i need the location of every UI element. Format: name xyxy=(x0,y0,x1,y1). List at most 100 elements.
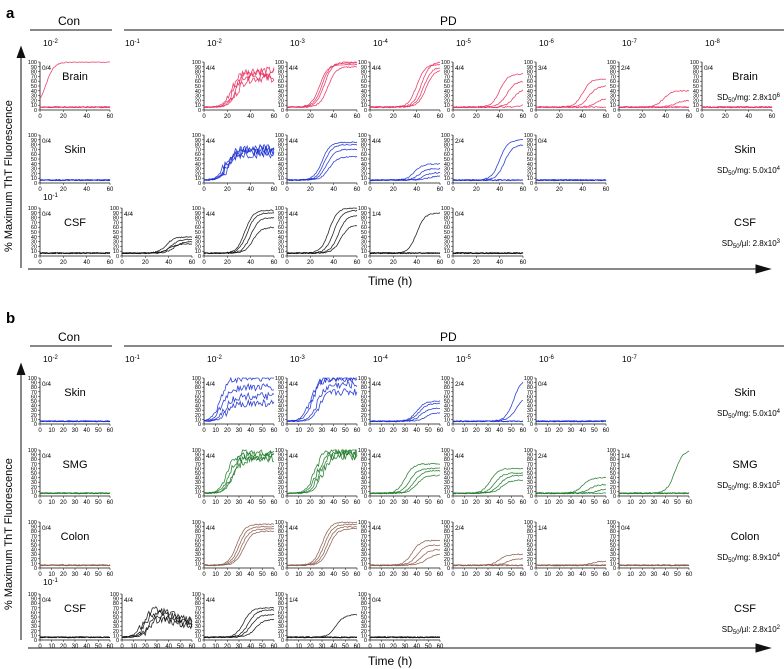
x-tick-label: 40 xyxy=(83,114,90,120)
x-tick-label: 0 xyxy=(202,644,206,650)
panel-b-y-arrow xyxy=(16,362,26,640)
x-tick-label: 20 xyxy=(390,500,397,506)
y-tick-label: 20 xyxy=(444,413,450,419)
series-line-replicate-1 xyxy=(369,400,441,423)
panel-b-time-label: Time (h) xyxy=(368,654,412,668)
y-tick-label: 80 xyxy=(195,529,201,535)
series-line-replicate-1 xyxy=(286,613,358,639)
series-line-replicate-4 xyxy=(618,492,690,495)
y-tick-label: 90 xyxy=(31,453,37,459)
x-tick-label: 0 xyxy=(451,260,455,266)
y-tick-label: 10 xyxy=(31,561,37,567)
y-tick-label: 20 xyxy=(113,244,119,250)
y-tick-label: 80 xyxy=(278,529,284,535)
x-tick-label: 40 xyxy=(413,644,420,650)
y-tick-label: 30 xyxy=(610,480,616,486)
y-tick-label: 60 xyxy=(361,610,367,616)
x-tick-label: 10 xyxy=(295,572,302,578)
y-tick-label: 60 xyxy=(31,610,37,616)
x-tick-label: 30 xyxy=(236,500,243,506)
tissue-label-right: Skin xyxy=(734,387,755,399)
sd50-value: /mg: 5.0x10 xyxy=(735,409,777,418)
y-tick-label: 90 xyxy=(113,597,119,603)
y-tick-label: 40 xyxy=(610,548,616,554)
y-tick-label: 20 xyxy=(278,485,284,491)
y-tick-label: 20 xyxy=(195,171,201,177)
y-tick-label: 30 xyxy=(113,240,119,246)
x-tick-label: 10 xyxy=(461,572,468,578)
y-tick-label: 90 xyxy=(31,525,37,531)
y-tick-label: 50 xyxy=(31,230,37,236)
x-tick-label: 50 xyxy=(95,644,102,650)
y-tick-label: 100 xyxy=(110,206,119,212)
y-tick-label: 40 xyxy=(527,476,533,482)
x-tick-label: 0 xyxy=(38,260,42,266)
x-tick-label: 10 xyxy=(48,500,55,506)
series-line-replicate-1 xyxy=(452,73,524,109)
x-tick-label: 50 xyxy=(342,428,349,434)
series-line-replicate-3 xyxy=(369,636,441,639)
x-tick-label: 10 xyxy=(378,428,385,434)
y-tick-label: 0 xyxy=(281,422,284,428)
dilution-label-panel_a-2: 10-2 xyxy=(207,38,222,48)
positive-fraction-label: 2/4 xyxy=(455,138,464,145)
y-tick-label: 30 xyxy=(361,408,367,414)
y-tick-label: 100 xyxy=(110,592,119,598)
series-line-replicate-3 xyxy=(121,613,193,639)
y-tick-label: 20 xyxy=(361,629,367,635)
y-tick-label: 60 xyxy=(527,79,533,85)
y-tick-label: 60 xyxy=(527,466,533,472)
y-tick-label: 0 xyxy=(34,566,37,572)
x-tick-label: 40 xyxy=(413,260,420,266)
y-tick-label: 20 xyxy=(278,629,284,635)
series-line-replicate-3 xyxy=(203,528,275,567)
x-tick-label: 60 xyxy=(437,187,444,193)
x-tick-label: 40 xyxy=(662,572,669,578)
y-tick-label: 20 xyxy=(361,244,367,250)
y-tick-label: 50 xyxy=(278,84,284,90)
x-tick-label: 40 xyxy=(413,428,420,434)
series-line-replicate-1 xyxy=(452,381,524,423)
y-tick-label: 20 xyxy=(113,629,119,635)
positive-fraction-label: 4/4 xyxy=(289,381,298,388)
dilution-exponent: -6 xyxy=(548,355,554,361)
y-tick-label: 10 xyxy=(278,633,284,639)
y-tick-label: 10 xyxy=(361,103,367,109)
positive-fraction-label: 0/4 xyxy=(621,525,630,532)
y-tick-label: 40 xyxy=(31,162,37,168)
series-line-replicate-2 xyxy=(203,147,275,181)
x-tick-label: 20 xyxy=(390,644,397,650)
series-line-replicate-4 xyxy=(535,420,607,423)
y-tick-label: 70 xyxy=(278,220,284,226)
y-tick-label: 40 xyxy=(31,548,37,554)
series-line-replicate-4 xyxy=(286,527,357,567)
y-tick-label: 30 xyxy=(527,552,533,558)
y-tick-label: 100 xyxy=(275,520,284,526)
y-tick-label: 70 xyxy=(527,390,533,396)
y-tick-label: 50 xyxy=(31,615,37,621)
x-tick-label: 20 xyxy=(639,500,646,506)
y-tick-label: 50 xyxy=(113,615,119,621)
x-tick-label: 20 xyxy=(390,572,397,578)
x-tick-label: 20 xyxy=(307,114,314,120)
y-tick-label: 60 xyxy=(278,538,284,544)
x-tick-label: 20 xyxy=(60,572,67,578)
y-tick-label: 60 xyxy=(278,225,284,231)
dilution-exponent: -3 xyxy=(299,355,305,361)
y-tick-label: 0 xyxy=(281,181,284,187)
dilution-label-panel_b-3: 10-3 xyxy=(290,354,305,364)
x-tick-label: 40 xyxy=(330,114,337,120)
x-tick-label: 50 xyxy=(95,572,102,578)
x-tick-label: 20 xyxy=(60,500,67,506)
x-tick-label: 20 xyxy=(224,500,231,506)
y-tick-label: 10 xyxy=(444,249,450,255)
sd50-subscript: 50 xyxy=(728,558,735,564)
dilution-label-panel_b-5: 10-5 xyxy=(456,354,471,364)
x-tick-label: 40 xyxy=(413,187,420,193)
sd50-value: /µl: 2.8x10 xyxy=(740,239,778,248)
x-tick-label: 20 xyxy=(307,428,314,434)
y-tick-label: 40 xyxy=(195,476,201,482)
y-tick-label: 20 xyxy=(31,485,37,491)
y-tick-label: 60 xyxy=(610,79,616,85)
y-tick-label: 20 xyxy=(195,629,201,635)
